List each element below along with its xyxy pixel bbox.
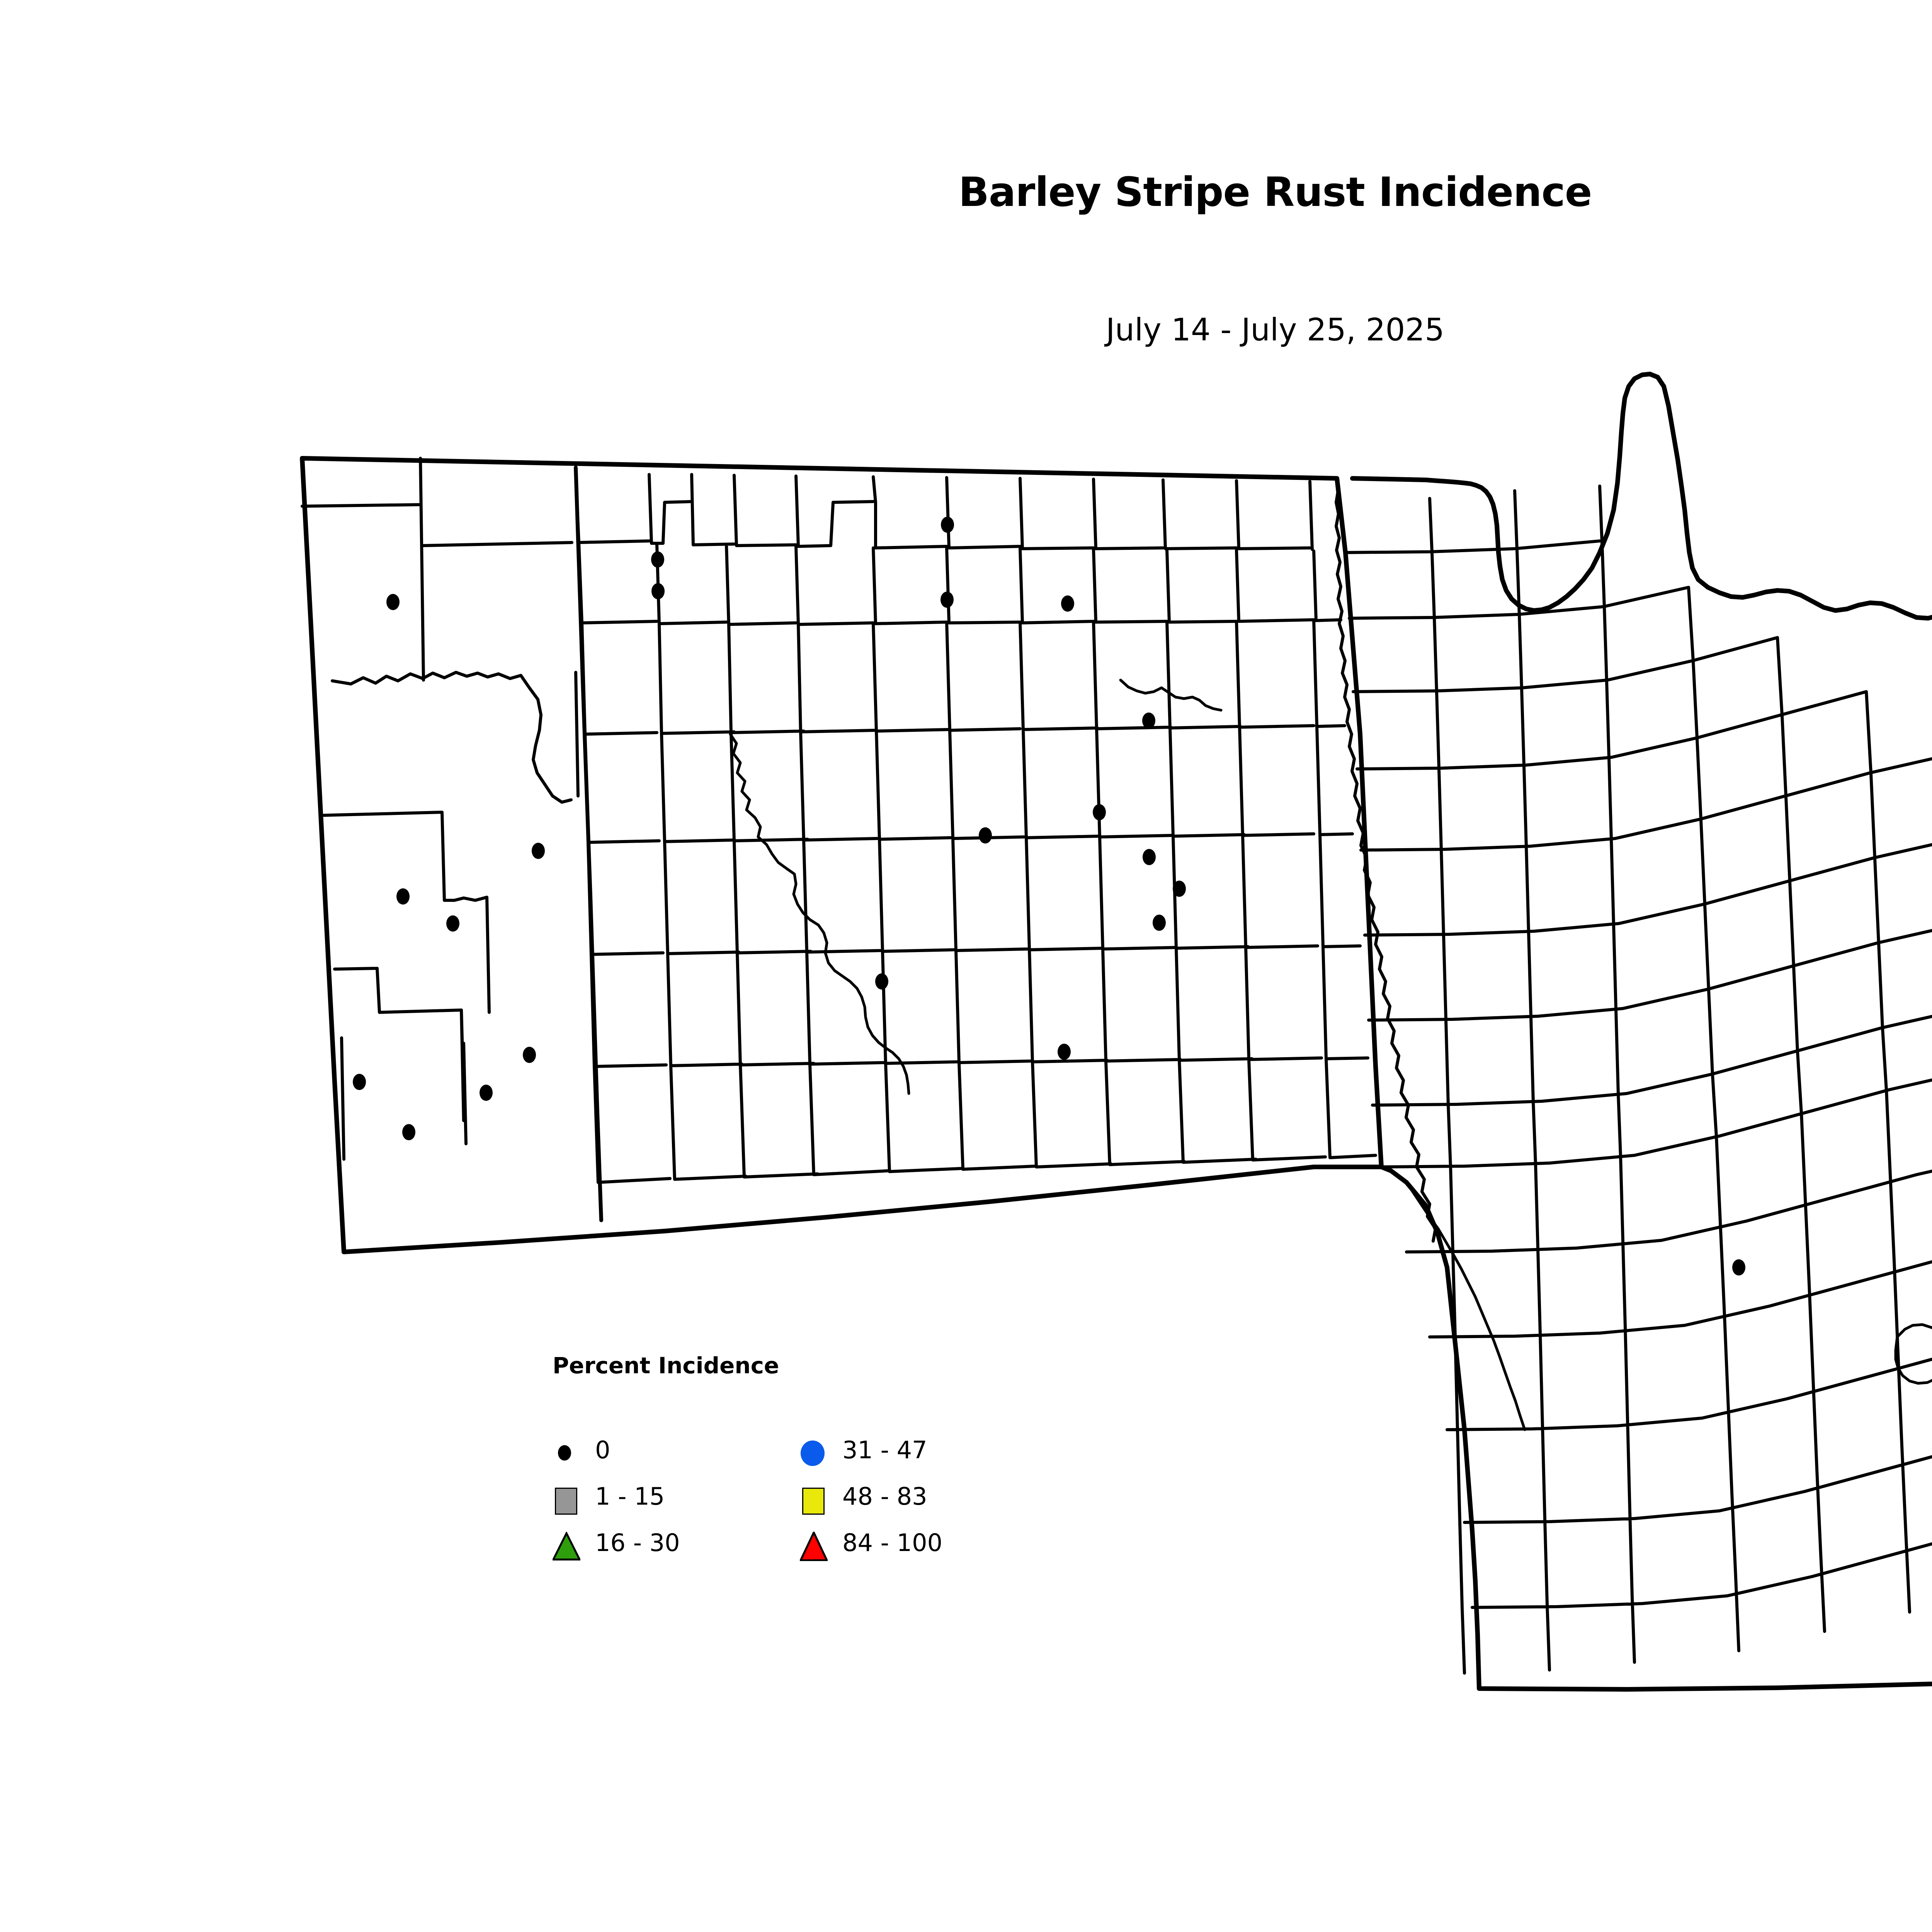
nd-county-lines-north: [574, 472, 1342, 626]
map-data-point[interactable]: [1093, 804, 1106, 820]
legend-label-3: 31 - 47: [842, 1436, 927, 1464]
map-data-point[interactable]: [402, 1124, 415, 1140]
map-data-point[interactable]: [1142, 713, 1155, 729]
mn-county-lines-1: [1344, 485, 1932, 852]
map-data-point[interactable]: [523, 1047, 536, 1063]
nd-county-lines-south2: [590, 945, 1369, 1068]
legend-symbol-square-gray: [553, 1480, 580, 1517]
incidence-data-points: [353, 517, 1745, 1276]
map-data-point[interactable]: [651, 551, 664, 568]
legend-label-2: 16 - 30: [595, 1529, 680, 1557]
mt-county-lines: [301, 457, 580, 1161]
page-subtitle: July 14 - July 25, 2025: [1105, 312, 1445, 348]
map-data-point[interactable]: [396, 888, 410, 905]
map-data-point[interactable]: [1732, 1259, 1745, 1276]
nd-county-lines-south1: [587, 833, 1362, 956]
map-data-point[interactable]: [1173, 881, 1186, 897]
legend-label-4: 48 - 83: [842, 1482, 927, 1510]
map-data-point[interactable]: [1153, 915, 1166, 931]
mn-county-lines-4: [1446, 1259, 1932, 1675]
legend-symbol-circle-blue: [800, 1434, 828, 1471]
legend-symbol-triangle-red: [800, 1526, 828, 1563]
mn-county-lines-2: [1363, 772, 1932, 1107]
legend-symbol-square-yellow: [800, 1480, 828, 1517]
legend-label-0: 0: [595, 1436, 611, 1464]
devils-lake: [1119, 679, 1223, 712]
map-legend: Percent Incidence 0 1 - 15 16 - 30: [553, 1352, 1036, 1592]
legend-symbol-triangle-green: [553, 1526, 580, 1563]
map-data-point[interactable]: [941, 517, 954, 533]
map-data-point[interactable]: [875, 973, 888, 990]
nd-county-lines-south3: [593, 1057, 1377, 1184]
map-data-point[interactable]: [979, 827, 992, 844]
map-data-point[interactable]: [353, 1074, 366, 1090]
legend-label-5: 84 - 100: [842, 1529, 943, 1557]
legend-title: Percent Incidence: [553, 1352, 779, 1379]
mn-lakes-outline: [1894, 1323, 1932, 1385]
mt-nd-outline: [300, 372, 1932, 1692]
map-data-point[interactable]: [940, 592, 954, 608]
red-river-border: [1335, 477, 1437, 1243]
mn-river-squiggle: [1405, 1181, 1526, 1431]
page-title: Barley Stripe Rust Incidence: [958, 168, 1592, 216]
map-data-point[interactable]: [532, 843, 545, 859]
map-data-point[interactable]: [1143, 849, 1156, 865]
missouri-river: [729, 733, 910, 1095]
county-boundaries: [300, 372, 1932, 1692]
map-data-point[interactable]: [386, 594, 400, 610]
map-data-point[interactable]: [480, 1085, 493, 1101]
map-data-point[interactable]: [1058, 1044, 1071, 1060]
nd-county-lines-mid: [580, 618, 1346, 736]
legend-symbol-circle-black: [553, 1434, 580, 1471]
map-data-point[interactable]: [651, 583, 665, 599]
map-data-point[interactable]: [1061, 595, 1074, 612]
nd-county-lines-center: [583, 725, 1354, 844]
mn-county-lines-3: [1380, 1027, 1932, 1338]
legend-label-1: 1 - 15: [595, 1482, 665, 1510]
map-data-point[interactable]: [446, 915, 459, 932]
